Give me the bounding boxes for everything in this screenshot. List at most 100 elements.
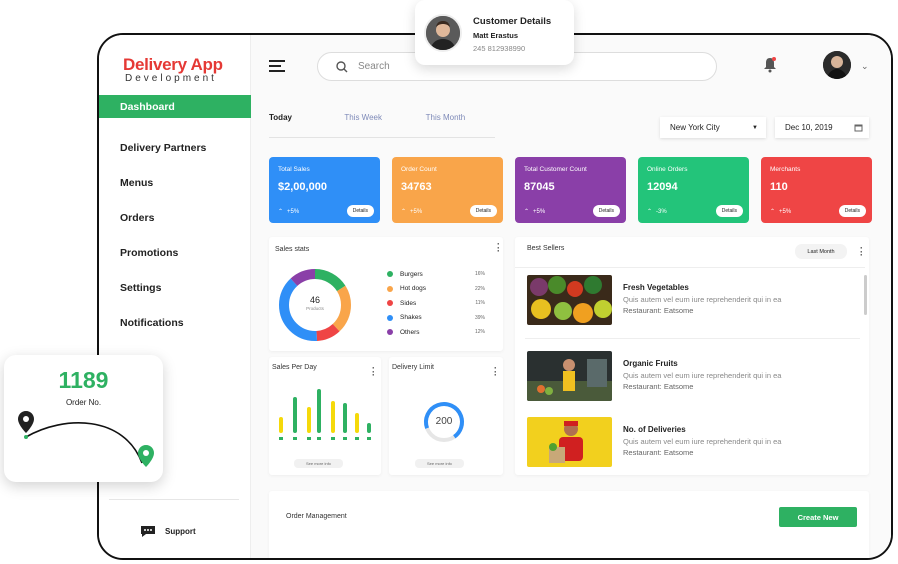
menu-icon[interactable] bbox=[269, 60, 285, 75]
chat-icon bbox=[141, 526, 155, 537]
legend-dot bbox=[387, 300, 393, 307]
item-desc: Quis autem vel eum iure reprehenderit qu… bbox=[623, 437, 782, 446]
legend-item: Others 12% bbox=[387, 325, 485, 340]
card-value: 110 bbox=[770, 181, 788, 193]
city-select[interactable]: New York City ▼ bbox=[660, 117, 766, 138]
vegetables-image bbox=[527, 275, 612, 325]
legend-item: Shakes 39% bbox=[387, 311, 485, 326]
sidebar-item-menus[interactable]: Menus bbox=[120, 176, 154, 189]
user-avatar[interactable] bbox=[823, 51, 851, 79]
support-label: Support bbox=[165, 526, 196, 536]
sidebar-item-settings[interactable]: Settings bbox=[120, 281, 162, 294]
card-value: $2,00,000 bbox=[278, 181, 327, 193]
card-value: 12094 bbox=[647, 181, 678, 193]
best-sellers-panel: Best Sellers Last Month · · · Fresh Vegeta… bbox=[515, 237, 869, 475]
item-restaurant: Restaurant: Eatsome bbox=[623, 448, 694, 457]
scrollbar[interactable] bbox=[864, 275, 867, 315]
details-button[interactable]: Details bbox=[592, 205, 620, 217]
order-number: 1189 bbox=[58, 367, 109, 393]
stat-card-merchants: Merchants 110 ⌃ +5% Details bbox=[761, 157, 872, 223]
tab-this-week[interactable]: This Week bbox=[344, 113, 382, 122]
legend-value: 16% bbox=[474, 271, 485, 278]
tab-today[interactable]: Today bbox=[269, 113, 292, 122]
best-seller-item[interactable]: No. of Deliveries Quis autem vel eum iur… bbox=[525, 417, 860, 472]
item-restaurant: Restaurant: Eatsome bbox=[623, 382, 694, 391]
legend-label: Shakes bbox=[400, 314, 422, 322]
sidebar-item-dashboard[interactable]: Dashboard bbox=[99, 95, 251, 118]
details-button[interactable]: Details bbox=[715, 205, 743, 217]
sales-per-day-panel: Sales Per Day · · · See more info bbox=[269, 357, 381, 475]
item-desc: Quis autem vel eum iure reprehenderit qu… bbox=[623, 295, 782, 304]
item-desc: Quis autem vel eum iure reprehenderit qu… bbox=[623, 371, 782, 380]
order-management-panel: Order Management bbox=[269, 491, 869, 558]
sidebar-nav: Dashboard Delivery Partners Menus Orders… bbox=[99, 95, 251, 340]
see-more-button[interactable]: See more info bbox=[294, 459, 343, 468]
customer-avatar bbox=[424, 14, 462, 52]
divider bbox=[109, 499, 239, 500]
origin-pin-icon bbox=[18, 411, 34, 439]
sidebar-item-promotions[interactable]: Promotions bbox=[120, 246, 179, 259]
card-change: ⌃ +5% bbox=[524, 208, 546, 216]
legend-label: Sides bbox=[400, 299, 417, 307]
best-sellers-title: Best Sellers bbox=[527, 245, 565, 252]
order-number-label: Order No. bbox=[65, 398, 102, 407]
delivery-limit-panel: Delivery Limit · · · 200 See more info bbox=[389, 357, 503, 475]
search-icon bbox=[336, 60, 348, 72]
customer-details-popup: Customer Details Matt Erastus 245 812938… bbox=[415, 0, 574, 65]
date-picker[interactable]: Dec 10, 2019 bbox=[775, 117, 869, 138]
support-button[interactable]: Support bbox=[139, 524, 196, 538]
card-change: ⌃ +5% bbox=[401, 208, 422, 216]
sidebar-item-delivery-partners[interactable]: Delivery Partners bbox=[120, 141, 207, 154]
create-new-button[interactable]: Create New bbox=[779, 507, 857, 527]
chevron-down-icon[interactable]: ⌄ bbox=[861, 61, 869, 71]
more-icon[interactable]: · · · bbox=[494, 363, 497, 381]
delivery-limit-gauge bbox=[424, 402, 464, 442]
stat-card-customer-count: Total Customer Count 87045 ⌃ +5% Details bbox=[515, 157, 626, 223]
card-change-value: +5% bbox=[287, 208, 300, 215]
donut-slice-hot-dogs bbox=[279, 269, 351, 341]
legend-item: Sides 11% bbox=[387, 296, 485, 311]
card-change: ⌃ +5% bbox=[278, 208, 300, 216]
sales-stats-panel: Sales stats · · · 46 Products Burgers 16% H… bbox=[269, 237, 503, 351]
more-icon[interactable]: · · · bbox=[497, 239, 500, 257]
delivery-image bbox=[527, 417, 612, 467]
item-restaurant: Restaurant: Eatsome bbox=[623, 306, 694, 315]
card-change-value: -3% bbox=[656, 208, 667, 215]
app-window: Delivery App Development Dashboard Deliv… bbox=[97, 33, 893, 560]
best-seller-item[interactable]: Fresh Vegetables Quis autem vel eum iure… bbox=[525, 275, 860, 330]
notification-bell-icon[interactable] bbox=[763, 57, 777, 78]
card-value: 87045 bbox=[524, 181, 555, 193]
customer-phone: 245 812938990 bbox=[473, 44, 526, 53]
sales-donut-chart bbox=[279, 269, 351, 341]
legend-label: Hot dogs bbox=[400, 285, 427, 293]
period-filter-button[interactable]: Last Month bbox=[795, 244, 847, 259]
sales-bar-chart bbox=[279, 389, 371, 440]
more-icon[interactable]: · · · bbox=[860, 243, 863, 261]
divider bbox=[525, 338, 860, 339]
arrow-up-icon: ⌃ bbox=[401, 209, 407, 215]
stat-cards: Total Sales $2,00,000 ⌃ +5% Details Order… bbox=[269, 157, 872, 223]
legend-value: 39% bbox=[474, 314, 485, 321]
tab-this-month[interactable]: This Month bbox=[425, 113, 466, 122]
search-placeholder: Search bbox=[358, 61, 390, 72]
details-button[interactable]: Details bbox=[346, 205, 374, 217]
details-button[interactable]: Details bbox=[469, 205, 497, 217]
legend-dot bbox=[387, 329, 393, 336]
card-title: Merchants bbox=[770, 166, 801, 173]
more-icon[interactable]: · · · bbox=[372, 363, 375, 381]
item-name: No. of Deliveries bbox=[623, 425, 686, 434]
time-tabs: Today This Week This Month bbox=[269, 113, 495, 138]
see-more-button[interactable]: See more info bbox=[415, 459, 464, 468]
best-seller-item[interactable]: Organic Fruits Quis autem vel eum iure r… bbox=[525, 351, 860, 406]
legend-dot bbox=[387, 271, 393, 278]
item-name: Fresh Vegetables bbox=[623, 283, 689, 292]
card-change-value: +5% bbox=[533, 208, 546, 215]
legend-item: Burgers 16% bbox=[387, 267, 485, 282]
sidebar-item-notifications[interactable]: Notifications bbox=[120, 316, 184, 329]
stat-card-total-sales: Total Sales $2,00,000 ⌃ +5% Details bbox=[269, 157, 380, 223]
legend-dot bbox=[387, 285, 393, 292]
legend-value: 22% bbox=[474, 285, 485, 292]
sidebar-item-orders[interactable]: Orders bbox=[120, 211, 155, 224]
card-change: ⌃ -3% bbox=[647, 208, 667, 216]
details-button[interactable]: Details bbox=[838, 205, 866, 217]
